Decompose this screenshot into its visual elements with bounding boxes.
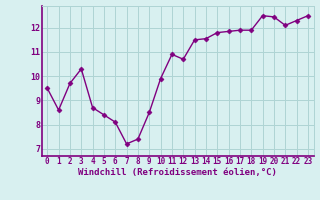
X-axis label: Windchill (Refroidissement éolien,°C): Windchill (Refroidissement éolien,°C) bbox=[78, 168, 277, 177]
